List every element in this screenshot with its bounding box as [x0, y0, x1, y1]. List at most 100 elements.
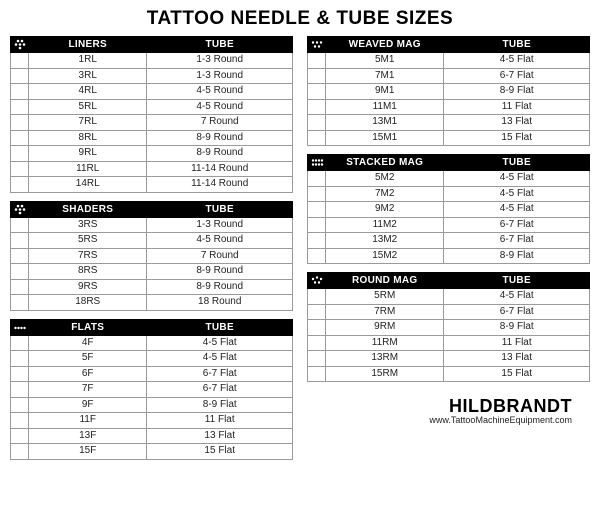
row-icon-cell — [11, 53, 29, 69]
tube-cell: 1-3 Round — [147, 53, 293, 69]
table-row: 3RS1-3 Round — [11, 217, 293, 233]
tube-cell: 8-9 Flat — [444, 320, 590, 336]
tube-cell: 4-5 Flat — [147, 351, 293, 367]
col-header-tube: TUBE — [147, 37, 293, 53]
tube-cell: 7 Round — [147, 115, 293, 131]
tube-cell: 4-5 Flat — [444, 289, 590, 305]
table-row: 5RL4-5 Round — [11, 99, 293, 115]
table-row: 15RM15 Flat — [308, 366, 590, 382]
needle-cell: 15RM — [326, 366, 444, 382]
row-icon-cell — [11, 366, 29, 382]
row-icon-cell — [11, 233, 29, 249]
tube-cell: 1-3 Round — [147, 68, 293, 84]
tube-cell: 4-5 Flat — [444, 171, 590, 187]
row-icon-cell — [11, 115, 29, 131]
needle-cell: 11M2 — [326, 217, 444, 233]
row-icon-cell — [308, 84, 326, 100]
tube-cell: 11-14 Round — [147, 161, 293, 177]
brand-block: HILDBRANDT www.TattooMachineEquipment.co… — [307, 396, 590, 425]
dots-flat-icon — [11, 319, 29, 335]
table-row: 18RS18 Round — [11, 295, 293, 311]
table-row: 7RS7 Round — [11, 248, 293, 264]
col-header-tube: TUBE — [147, 201, 293, 217]
needle-cell: 4RL — [29, 84, 147, 100]
table-row: 3RL1-3 Round — [11, 68, 293, 84]
needle-cell: 13M2 — [326, 233, 444, 249]
right-column: WEAVED MAGTUBE 5M14-5 Flat 7M16-7 Flat 9… — [307, 36, 590, 460]
tube-cell: 8-9 Round — [147, 146, 293, 162]
needle-cell: 5F — [29, 351, 147, 367]
table-row: 11RM11 Flat — [308, 335, 590, 351]
needle-cell: 13F — [29, 428, 147, 444]
needle-cell: 7RM — [326, 304, 444, 320]
table-row: 1RL1-3 Round — [11, 53, 293, 69]
row-icon-cell — [11, 99, 29, 115]
needle-cell: 9M1 — [326, 84, 444, 100]
row-icon-cell — [308, 320, 326, 336]
row-icon-cell — [308, 217, 326, 233]
row-icon-cell — [11, 68, 29, 84]
tube-cell: 15 Flat — [147, 444, 293, 460]
tube-cell: 4-5 Round — [147, 84, 293, 100]
left-column: LINERSTUBE 1RL1-3 Round 3RL1-3 Round 4RL… — [10, 36, 293, 460]
needle-cell: 5RS — [29, 233, 147, 249]
table-row: 8RL8-9 Round — [11, 130, 293, 146]
table-row: 8RS8-9 Round — [11, 264, 293, 280]
table-row: 9RS8-9 Round — [11, 279, 293, 295]
row-icon-cell — [11, 264, 29, 280]
col-header-tube: TUBE — [444, 273, 590, 289]
needle-cell: 13M1 — [326, 115, 444, 131]
needle-cell: 5M1 — [326, 53, 444, 69]
col-header-needle: SHADERS — [29, 201, 147, 217]
tube-cell: 8-9 Flat — [444, 248, 590, 264]
row-icon-cell — [308, 186, 326, 202]
tube-cell: 18 Round — [147, 295, 293, 311]
table-stacked-mag: STACKED MAGTUBE 5M24-5 Flat 7M24-5 Flat … — [307, 154, 590, 264]
table-row: 4RL4-5 Round — [11, 84, 293, 100]
needle-cell: 11F — [29, 413, 147, 429]
needle-cell: 5RM — [326, 289, 444, 305]
table-row: 9M24-5 Flat — [308, 202, 590, 218]
columns: LINERSTUBE 1RL1-3 Round 3RL1-3 Round 4RL… — [10, 36, 590, 460]
row-icon-cell — [308, 366, 326, 382]
col-header-needle: FLATS — [29, 319, 147, 335]
needle-cell: 7F — [29, 382, 147, 398]
tube-cell: 13 Flat — [444, 351, 590, 367]
dots-roundmag-icon — [308, 273, 326, 289]
table-row: 13RM13 Flat — [308, 351, 590, 367]
table-row: 7RM6-7 Flat — [308, 304, 590, 320]
tube-cell: 6-7 Flat — [444, 68, 590, 84]
table-row: 7RL7 Round — [11, 115, 293, 131]
row-icon-cell — [11, 130, 29, 146]
needle-cell: 4F — [29, 335, 147, 351]
tube-cell: 1-3 Round — [147, 217, 293, 233]
needle-cell: 8RS — [29, 264, 147, 280]
table-row: 13F13 Flat — [11, 428, 293, 444]
needle-cell: 5RL — [29, 99, 147, 115]
tube-cell: 11 Flat — [444, 99, 590, 115]
table-row: 13M113 Flat — [308, 115, 590, 131]
table-row: 11F11 Flat — [11, 413, 293, 429]
tube-cell: 4-5 Flat — [444, 202, 590, 218]
tube-cell: 4-5 Round — [147, 99, 293, 115]
table-row: 15F15 Flat — [11, 444, 293, 460]
tube-cell: 8-9 Round — [147, 264, 293, 280]
col-header-tube: TUBE — [444, 155, 590, 171]
needle-cell: 9RM — [326, 320, 444, 336]
brand-name: HILDBRANDT — [307, 396, 572, 417]
table-row: 9M18-9 Flat — [308, 84, 590, 100]
row-icon-cell — [308, 351, 326, 367]
row-icon-cell — [11, 351, 29, 367]
table-row: 11M26-7 Flat — [308, 217, 590, 233]
table-row: 11RL11-14 Round — [11, 161, 293, 177]
row-icon-cell — [11, 161, 29, 177]
table-row: 15M115 Flat — [308, 130, 590, 146]
row-icon-cell — [308, 233, 326, 249]
tube-cell: 4-5 Flat — [444, 53, 590, 69]
tube-cell: 8-9 Round — [147, 130, 293, 146]
table-row: 7M16-7 Flat — [308, 68, 590, 84]
table-round-mag: ROUND MAGTUBE 5RM4-5 Flat 7RM6-7 Flat 9R… — [307, 272, 590, 382]
needle-cell: 8RL — [29, 130, 147, 146]
tube-cell: 6-7 Flat — [444, 304, 590, 320]
needle-cell: 7RL — [29, 115, 147, 131]
